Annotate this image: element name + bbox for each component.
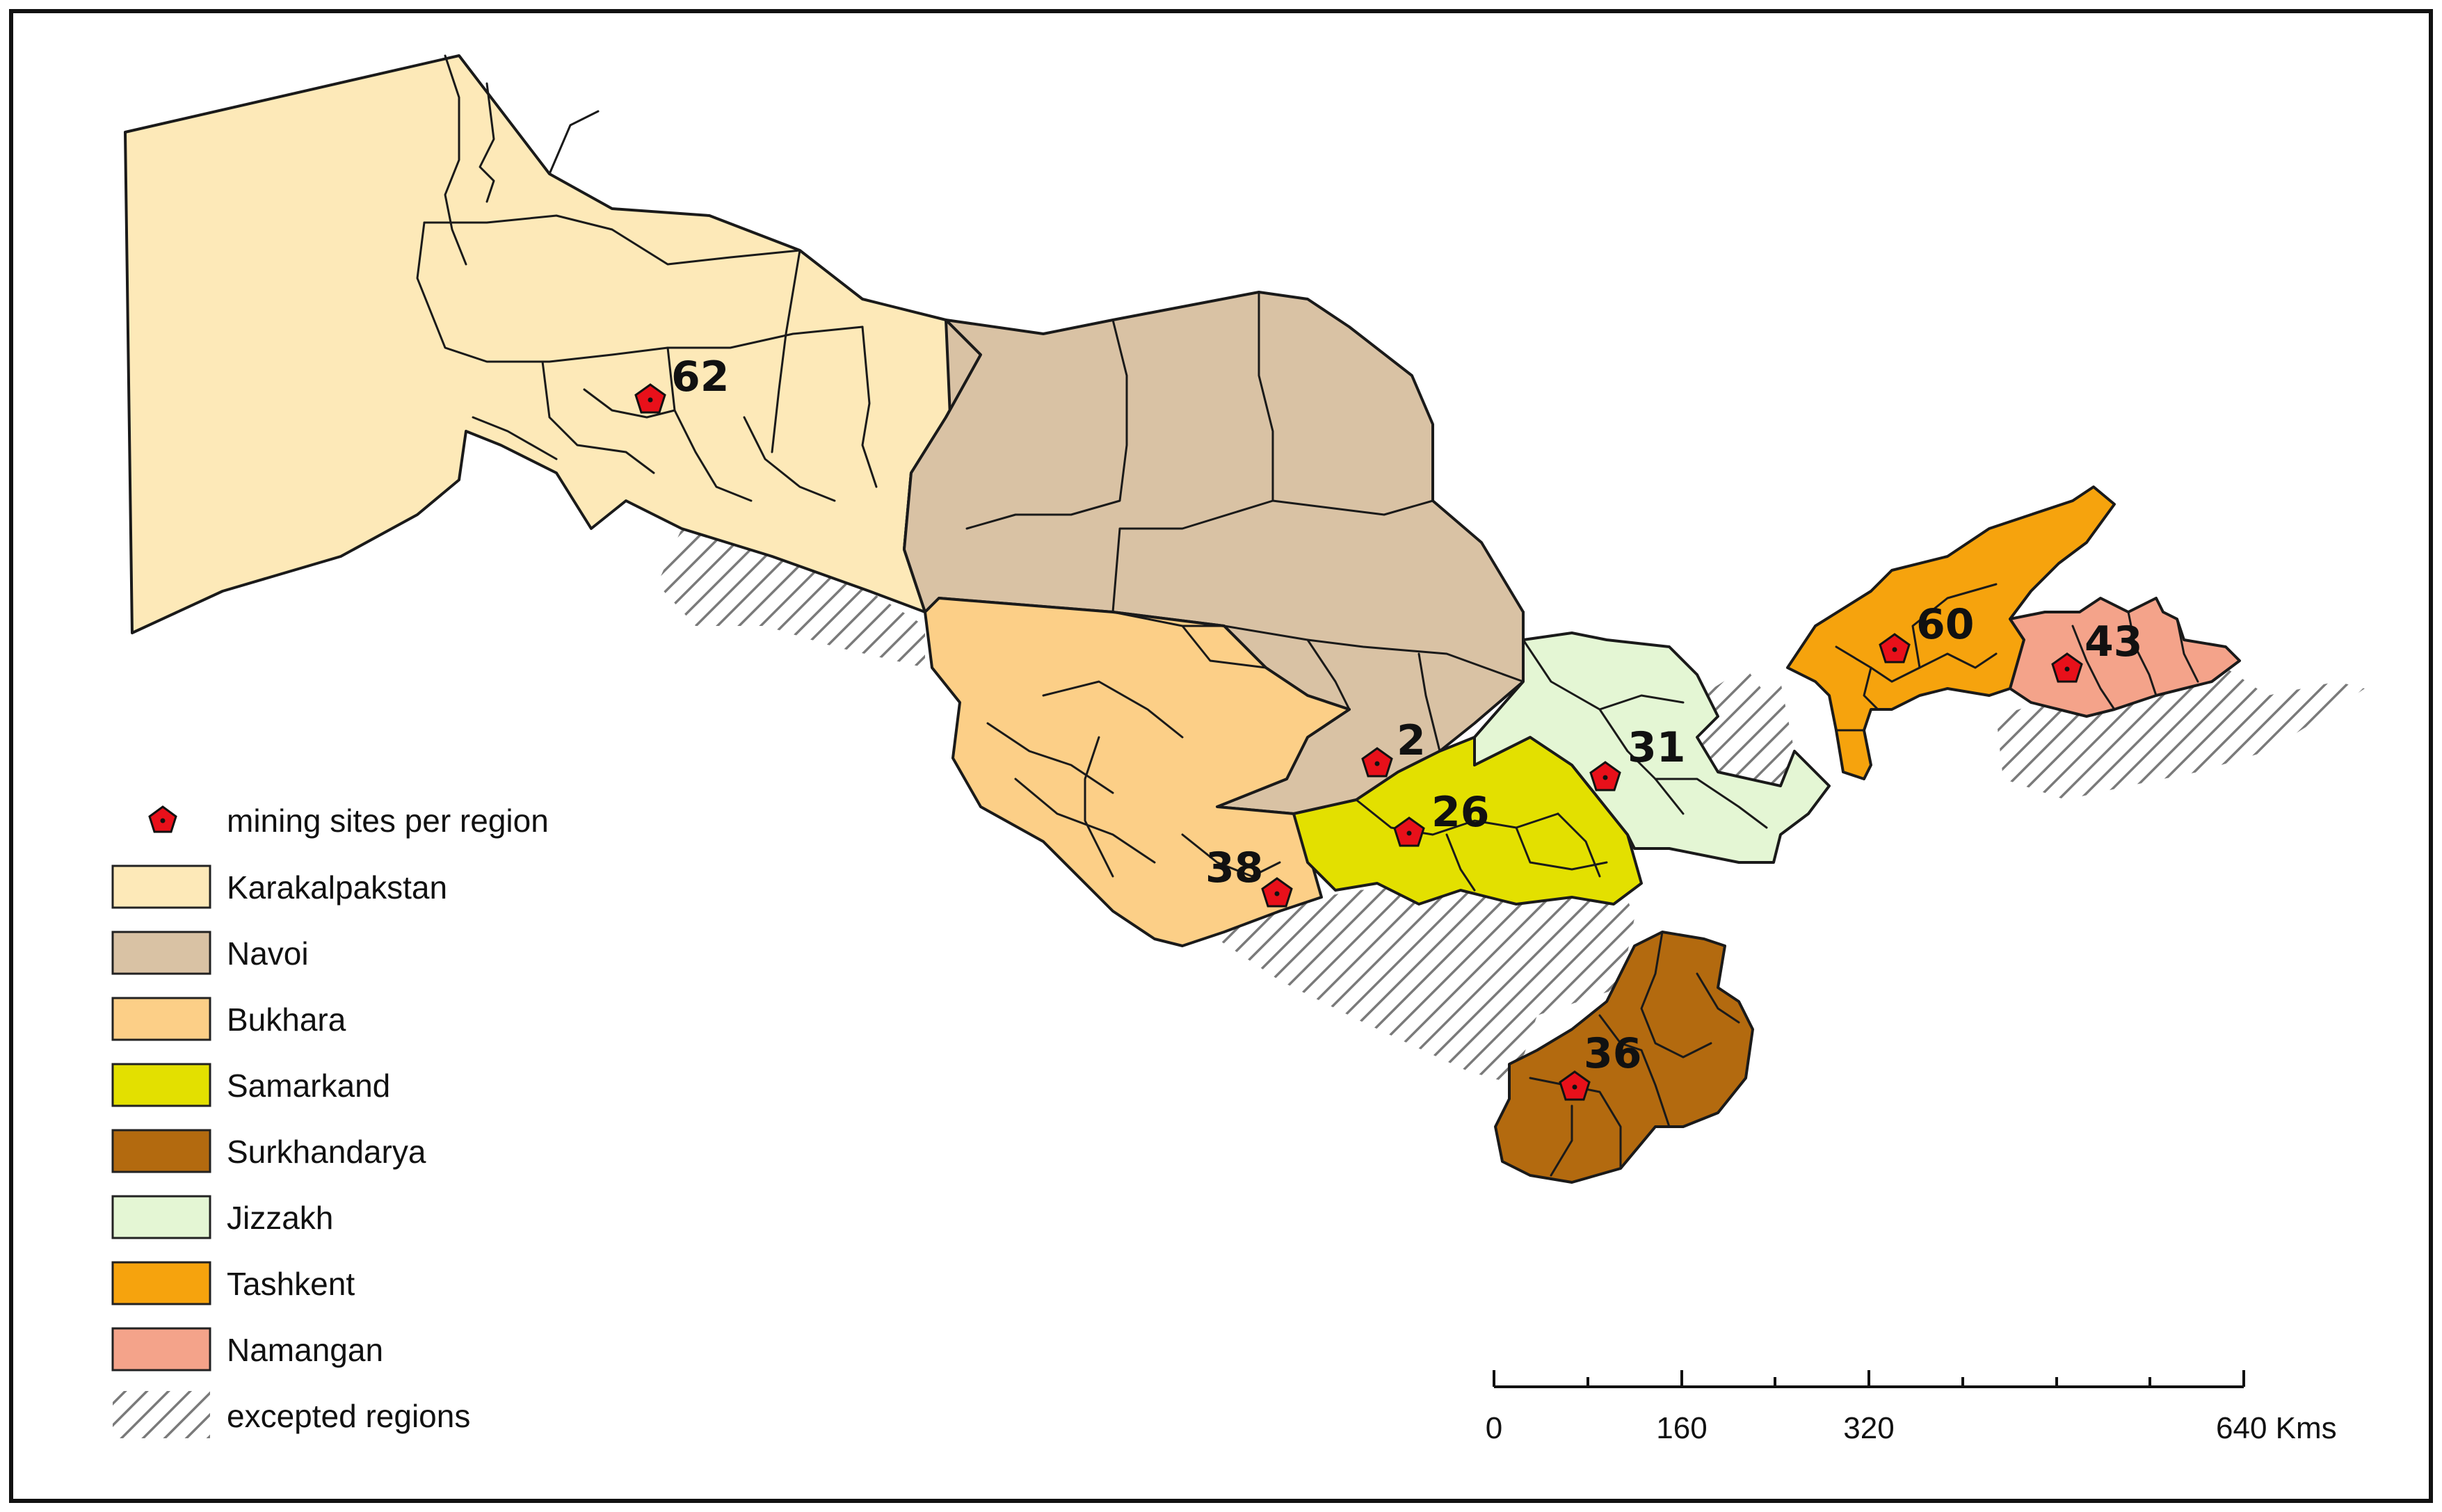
legend-label-karakalpakstan: Karakalpakstan bbox=[227, 869, 447, 906]
legend-swatch-samarkand bbox=[111, 1063, 211, 1107]
region-samarkand bbox=[1292, 736, 1643, 906]
count-samarkand: 26 bbox=[1431, 788, 1490, 837]
legend-item-karakalpakstan: Karakalpakstan bbox=[111, 864, 447, 909]
legend-item-jizzakh: Jizzakh bbox=[111, 1195, 333, 1239]
marker-surkhandarya bbox=[1559, 1070, 1591, 1101]
marker-navoi bbox=[1361, 747, 1393, 778]
marker-tashkent bbox=[1879, 633, 1911, 663]
legend-item-bukhara: Bukhara bbox=[111, 997, 346, 1041]
scale-label-320: 320 bbox=[1843, 1411, 1894, 1445]
legend-swatch-jizzakh bbox=[111, 1195, 211, 1239]
scale-bar: 0 160 320 640 Kms bbox=[1486, 1370, 2337, 1445]
legend-item-namangan: Namangan bbox=[111, 1327, 383, 1372]
marker-namangan bbox=[2051, 652, 2083, 683]
count-tashkent: 60 bbox=[1916, 600, 1975, 649]
legend-marker-label: mining sites per region bbox=[227, 803, 549, 839]
legend-item-tashkent: Tashkent bbox=[111, 1261, 355, 1305]
legend-label-bukhara: Bukhara bbox=[227, 1002, 346, 1038]
region-jizzakh bbox=[1473, 611, 1831, 864]
legend-item-surkhandarya: Surkhandarya bbox=[111, 1129, 426, 1173]
legend-item-excepted: excepted regions bbox=[113, 1391, 470, 1438]
legend-label-jizzakh: Jizzakh bbox=[227, 1200, 333, 1236]
legend-item-navoi: Navoi bbox=[111, 931, 309, 975]
scale-label-0: 0 bbox=[1486, 1411, 1502, 1445]
marker-jizzakh bbox=[1589, 761, 1621, 791]
legend-swatch-surkhandarya bbox=[111, 1129, 211, 1173]
district-boundaries bbox=[416, 54, 2199, 1177]
legend-swatch-navoi bbox=[111, 931, 211, 975]
legend-label-samarkand: Samarkand bbox=[227, 1068, 390, 1104]
scale-label-640: 640 Kms bbox=[2216, 1411, 2337, 1445]
legend-marker-icon bbox=[148, 805, 177, 833]
legend-swatch-namangan bbox=[111, 1327, 211, 1372]
excepted-region-aral bbox=[657, 529, 925, 668]
legend-label-navoi: Navoi bbox=[227, 935, 309, 972]
region-bukhara bbox=[924, 597, 1351, 947]
count-bukhara: 38 bbox=[1205, 844, 1264, 892]
marker-samarkand bbox=[1393, 817, 1425, 847]
legend-label-namangan: Namangan bbox=[227, 1332, 383, 1368]
legend-swatch-bukhara bbox=[111, 997, 211, 1041]
regions-layer bbox=[124, 54, 2241, 1184]
count-surkhandarya: 36 bbox=[1584, 1029, 1642, 1078]
legend-item-samarkand: Samarkand bbox=[111, 1063, 390, 1107]
count-namangan: 43 bbox=[2084, 618, 2143, 666]
count-navoi: 2 bbox=[1397, 716, 1426, 765]
count-jizzakh: 31 bbox=[1628, 723, 1686, 772]
legend-swatch-karakalpakstan bbox=[111, 864, 211, 909]
legend-swatch-tashkent bbox=[111, 1261, 211, 1305]
scale-label-160: 160 bbox=[1656, 1411, 1707, 1445]
excepted-region-syr bbox=[1690, 668, 1794, 786]
region-karakalpakstan bbox=[124, 54, 982, 634]
region-namangan bbox=[2009, 597, 2241, 718]
legend-label-tashkent: Tashkent bbox=[227, 1266, 355, 1302]
marker-bukhara bbox=[1261, 877, 1293, 908]
legend-swatch-excepted bbox=[113, 1391, 210, 1438]
marker-karakalpakstan bbox=[634, 383, 666, 414]
legend-label-surkhandarya: Surkhandarya bbox=[227, 1134, 426, 1170]
excepted-region-south bbox=[929, 640, 1634, 1085]
legend: mining sites per region Karakalpakstan N… bbox=[111, 803, 549, 1438]
mining-site-markers: 62 2 38 26 36 31 60 43 bbox=[634, 353, 2143, 1101]
legend-label-excepted: excepted regions bbox=[227, 1398, 470, 1434]
count-karakalpakstan: 62 bbox=[671, 353, 730, 401]
